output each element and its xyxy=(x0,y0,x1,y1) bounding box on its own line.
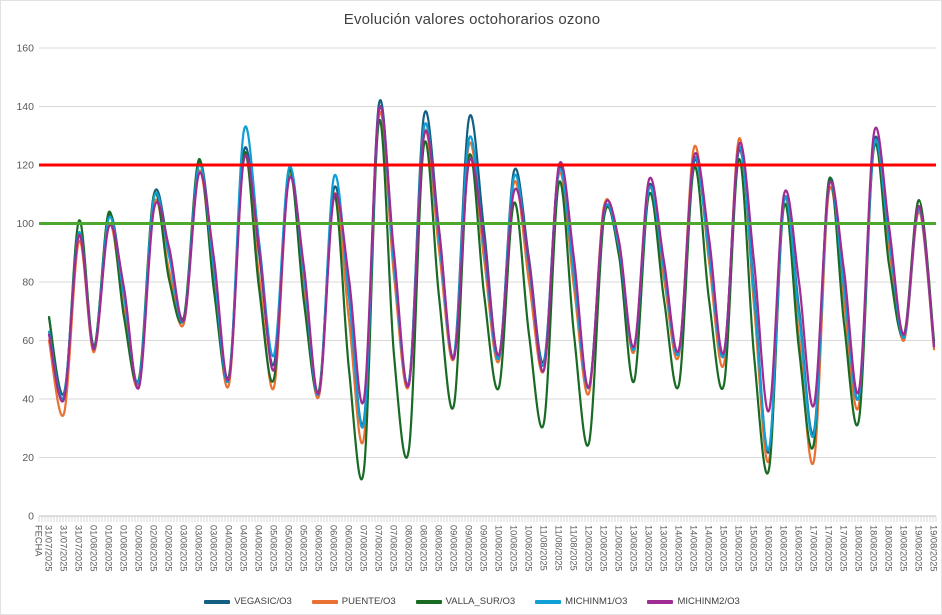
x-tick-label: 07/08/2025 xyxy=(374,525,384,572)
x-tick-label: 12/08/2025 xyxy=(614,525,624,572)
legend-item-vegasic-o3[interactable]: VEGASIC/O3 xyxy=(204,596,292,607)
x-tick-label: 18/08/2025 xyxy=(854,525,864,572)
x-axis-title: FECHA xyxy=(34,525,44,557)
x-tick-label: 17/08/2025 xyxy=(824,525,834,572)
x-tick-label: 05/08/2025 xyxy=(269,525,279,572)
x-tick-label: 04/08/2025 xyxy=(224,525,234,572)
x-tick-label: 31/07/2025 xyxy=(44,525,54,572)
y-tick-label: 20 xyxy=(22,452,34,464)
x-tick-label: 06/08/2025 xyxy=(329,525,339,572)
x-tick-label: 09/08/2025 xyxy=(464,525,474,572)
y-tick-label: 40 xyxy=(22,394,34,406)
x-tick-label: 01/08/2025 xyxy=(104,525,114,572)
x-tick-label: 19/08/2025 xyxy=(929,525,939,572)
x-tick-label: 01/08/2025 xyxy=(89,525,99,572)
x-tick-label: 15/08/2025 xyxy=(749,525,759,572)
legend-line-swatch xyxy=(311,599,338,604)
x-tick-label: 12/08/2025 xyxy=(584,525,594,572)
y-tick-label: 120 xyxy=(16,160,34,172)
y-tick-label: 160 xyxy=(16,43,34,55)
x-tick-label: 03/08/2025 xyxy=(209,525,219,572)
legend-item-michinm1-o3[interactable]: MICHINM1/O3 xyxy=(535,596,627,607)
x-tick-label: 16/08/2025 xyxy=(779,525,789,572)
x-tick-label: 07/08/2025 xyxy=(389,525,399,572)
y-tick-label: 140 xyxy=(16,101,34,113)
x-tick-label: 06/08/2025 xyxy=(314,525,324,572)
x-tick-label: 11/08/2025 xyxy=(539,525,549,571)
legend-label: MICHINM1/O3 xyxy=(565,596,628,607)
chart-title: Evolución valores octohorarios ozono xyxy=(343,11,601,28)
legend-line-swatch xyxy=(647,599,674,604)
x-tick-label: 16/08/2025 xyxy=(794,525,804,572)
x-tick-label: 16/08/2025 xyxy=(764,525,774,572)
x-tick-label: 31/07/2025 xyxy=(59,525,69,572)
x-tick-label: 13/08/2025 xyxy=(659,525,669,572)
legend-item-puente-o3[interactable]: PUENTE/O3 xyxy=(311,596,396,607)
series-line-michinm1-o3[interactable] xyxy=(47,105,936,452)
legend-label: VALLA_SUR/O3 xyxy=(445,596,516,607)
legend-item-valla-sur-o3[interactable]: VALLA_SUR/O3 xyxy=(415,596,516,607)
legend-line-swatch xyxy=(415,599,442,604)
y-tick-label: 100 xyxy=(16,218,34,230)
legend-line-swatch xyxy=(535,599,562,604)
x-tick-label: 07/08/2025 xyxy=(359,525,369,572)
x-tick-label: 15/08/2025 xyxy=(734,525,744,572)
x-tick-label: 08/08/2025 xyxy=(404,525,414,572)
x-tick-label: 06/08/2025 xyxy=(344,525,354,572)
x-tick-label: 04/08/2025 xyxy=(254,525,264,572)
x-tick-label: 31/07/2025 xyxy=(74,525,84,572)
x-tick-label: 11/08/2025 xyxy=(569,525,579,571)
x-tick-label: 14/08/2025 xyxy=(674,525,684,572)
series-line-vegasic-o3[interactable] xyxy=(47,99,936,454)
x-tick-label: 03/08/2025 xyxy=(194,525,204,572)
y-tick-label: 60 xyxy=(22,335,34,347)
x-tick-label: 17/08/2025 xyxy=(839,525,849,572)
x-tick-label: 19/08/2025 xyxy=(899,525,909,572)
x-tick-label: 18/08/2025 xyxy=(869,525,879,572)
legend-item-michinm2-o3[interactable]: MICHINM2/O3 xyxy=(647,596,740,607)
x-tick-label: 09/08/2025 xyxy=(479,525,489,572)
legend-label: MICHINM2/O3 xyxy=(677,596,740,607)
x-tick-label: 10/08/2025 xyxy=(524,525,534,572)
x-tick-label: 02/08/2025 xyxy=(149,525,159,572)
series-line-michinm2-o3[interactable] xyxy=(47,105,936,413)
x-tick-label: 17/08/2025 xyxy=(809,525,819,572)
x-tick-label: 10/08/2025 xyxy=(509,525,519,572)
chart-legend: VEGASIC/O3 PUENTE/O3 VALLA_SUR/O3 MICHINM1/… xyxy=(1,596,941,607)
x-tick-label: 18/08/2025 xyxy=(884,525,894,572)
x-tick-label: 05/08/2025 xyxy=(299,525,309,572)
x-tick-label: 08/08/2025 xyxy=(434,525,444,572)
y-tick-label: 0 xyxy=(28,511,34,523)
series-line-valla-sur-o3[interactable] xyxy=(47,118,936,481)
x-tick-label: 19/08/2025 xyxy=(914,525,924,572)
x-tick-label: 13/08/2025 xyxy=(629,525,639,572)
x-tick-label: 08/08/2025 xyxy=(419,525,429,572)
legend-line-swatch xyxy=(204,599,231,604)
x-tick-label: 01/08/2025 xyxy=(119,525,129,572)
x-tick-label: 12/08/2025 xyxy=(599,525,609,572)
x-tick-label: 05/08/2025 xyxy=(284,525,294,572)
x-tick-label: 02/08/2025 xyxy=(134,525,144,572)
x-tick-label: 15/08/2025 xyxy=(719,525,729,572)
x-tick-label: 02/08/2025 xyxy=(164,525,174,572)
x-tick-label: 09/08/2025 xyxy=(449,525,459,572)
legend-label: PUENTE/O3 xyxy=(341,596,396,607)
x-tick-label: 13/08/2025 xyxy=(644,525,654,572)
x-tick-label: 14/08/2025 xyxy=(704,525,714,572)
x-tick-label: 03/08/2025 xyxy=(179,525,189,572)
x-tick-label: 10/08/2025 xyxy=(494,525,504,572)
y-tick-label: 80 xyxy=(22,277,34,289)
legend-label: VEGASIC/O3 xyxy=(234,596,292,607)
x-tick-label: 11/08/2025 xyxy=(554,525,564,571)
x-tick-label: 04/08/2025 xyxy=(239,525,249,572)
x-tick-label: 14/08/2025 xyxy=(689,525,699,572)
